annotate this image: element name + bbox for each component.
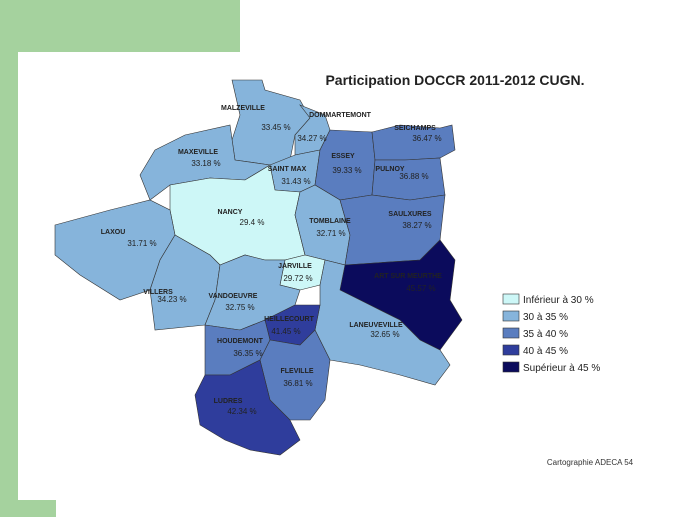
region-name: MAXEVILLE <box>178 149 218 156</box>
region-name: LAXOU <box>101 229 126 236</box>
region-name: ART SUR MEURTHE <box>374 273 442 280</box>
region-name: TOMBLAINE <box>309 218 351 225</box>
region-value: 42.34 % <box>227 407 256 416</box>
region-value: 31.43 % <box>281 177 310 186</box>
region-name: NANCY <box>218 209 243 216</box>
region-name: JARVILLE <box>278 263 312 270</box>
legend-swatch <box>502 327 520 339</box>
region <box>204 254 301 331</box>
legend-label: 40 à 45 % <box>523 346 568 357</box>
region-value: 41.45 % <box>271 327 300 336</box>
region-name: PULNOY <box>375 166 405 173</box>
region-value: 39.33 % <box>332 166 361 175</box>
region-name: LUDRES <box>214 398 243 405</box>
legend: Inférieur à 30 % 30 à 35 % 35 à 40 % 40 à 4… <box>502 293 600 374</box>
legend-label: Inférieur à 30 % <box>523 295 594 306</box>
region-name: ESSEY <box>331 153 355 160</box>
region-name: DOMMARTEMONT <box>309 112 372 119</box>
region <box>279 254 326 291</box>
legend-swatch <box>502 310 520 322</box>
decor-bottom <box>0 500 56 517</box>
region-value: 33.45 % <box>261 123 290 132</box>
legend-swatch <box>502 344 520 356</box>
region-value: 36.35 % <box>233 349 262 358</box>
legend-swatch <box>502 361 520 373</box>
region-name: VANDOEUVRE <box>209 293 258 300</box>
region-name: MALZEVILLE <box>221 105 265 112</box>
region-value: 34.27 % <box>297 134 326 143</box>
region-value: 33.18 % <box>191 159 220 168</box>
legend-label: 30 à 35 % <box>523 312 568 323</box>
legend-label: 35 à 40 % <box>523 329 568 340</box>
region-name: FLEVILLE <box>280 368 313 375</box>
region-value: 32.65 % <box>370 330 399 339</box>
region-value: 29.4 % <box>240 218 265 227</box>
decor-top <box>0 0 240 52</box>
region-value: 34.23 % <box>157 295 186 304</box>
region <box>194 359 301 456</box>
legend-label: Supérieur à 45 % <box>523 363 600 374</box>
region-name: HEILLECOURT <box>264 316 315 323</box>
region-value: 32.71 % <box>316 229 345 238</box>
region-name: SAULXURES <box>388 211 432 218</box>
region-value: 36.88 % <box>399 172 428 181</box>
region-name: SEICHAMPS <box>394 125 436 132</box>
region-value: 36.47 % <box>412 134 441 143</box>
region-value: 29.72 % <box>283 274 312 283</box>
decor-left <box>0 0 18 517</box>
credit: Cartographie ADECA 54 <box>547 458 634 467</box>
region-value: 38.27 % <box>402 221 431 230</box>
region-value: 31.71 % <box>127 239 156 248</box>
region-value: 36.81 % <box>283 379 312 388</box>
region-name: SAINT MAX <box>268 166 307 173</box>
region-name: VILLERS <box>143 289 173 296</box>
map: MALZEVILLE 33.45 % DOMMARTEMONT 34.27 % MAXE… <box>54 79 463 456</box>
region-value: 32.75 % <box>225 303 254 312</box>
region <box>231 79 311 166</box>
map-title: Participation DOCCR 2011-2012 CUGN. <box>325 72 584 88</box>
region-name: HOUDEMONT <box>217 338 264 345</box>
legend-swatch <box>502 293 520 305</box>
region-name: LANEUVEVILLE <box>349 322 403 329</box>
region-value: 45.57 % <box>406 284 435 293</box>
